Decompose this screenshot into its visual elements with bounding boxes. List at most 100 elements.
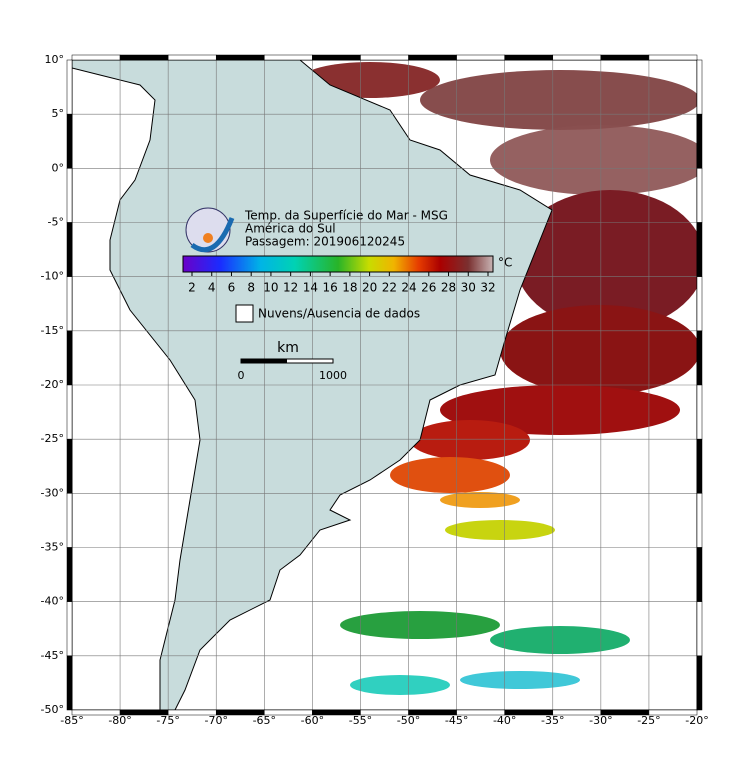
colorbar-tick-label: 12 (283, 281, 298, 295)
border-segment (167, 54, 217, 61)
colorbar-tick-label: 20 (362, 281, 377, 295)
border-segment (696, 601, 703, 657)
colorbar-gradient (182, 255, 494, 273)
border-segment (264, 54, 313, 61)
lat-tick-label: -15° (41, 324, 64, 337)
border-segment (66, 168, 73, 223)
lat-tick-label: -40° (41, 595, 64, 608)
lat-tick-label: -25° (41, 432, 64, 445)
colorbar: 2 4 6 8 10 12 14 16 18 20 22 24 26 28 30 32 (182, 255, 496, 295)
border-segment (696, 547, 703, 602)
border-segment (66, 276, 73, 332)
lat-tick-label: -45° (41, 649, 64, 662)
border-segment (360, 54, 409, 61)
lon-tick-label: -55° (349, 714, 372, 727)
border-segment (66, 113, 73, 169)
lat-tick-label: -5° (48, 216, 64, 229)
axis-labels: -85° -80° -75° -70° -65° -60° -55° -50° -45° -40°… (41, 53, 709, 727)
border-segment (696, 59, 703, 115)
colorbar-tick-label: 4 (208, 281, 216, 295)
graticule (72, 60, 697, 710)
colorbar-tick-label: 18 (342, 281, 357, 295)
border-segment (66, 655, 73, 711)
lon-tick-label: -65° (253, 714, 276, 727)
border-segment (696, 330, 703, 386)
colorbar-tick-label: 10 (263, 281, 278, 295)
lon-tick-label: -70° (204, 714, 227, 727)
cloud-swatch (235, 304, 254, 323)
border-segment (648, 54, 698, 61)
lon-tick-label: -85° (60, 714, 83, 727)
border-segment (696, 384, 703, 440)
colorbar-tick-label: 28 (441, 281, 456, 295)
lon-tick-label: -45° (445, 714, 468, 727)
border-segment (696, 655, 703, 711)
lon-tick-label: -20° (685, 714, 708, 727)
border-segment (504, 54, 554, 61)
border-segment (66, 601, 73, 657)
border-segment (696, 168, 703, 223)
lat-tick-label: -50° (41, 703, 64, 716)
scale-bar-fill (241, 359, 287, 363)
border-segment (696, 493, 703, 548)
lat-tick-label: -20° (41, 378, 64, 391)
logo-arrow (190, 217, 235, 253)
scale-end: 1000 (319, 369, 347, 382)
lon-tick-label: -75° (156, 714, 179, 727)
colorbar-tick-label: 2 (188, 281, 196, 295)
colorbar-tick-label: 22 (382, 281, 397, 295)
border-segment (312, 54, 361, 61)
scale-unit: km (277, 340, 299, 356)
colorbar-tick-label: 30 (461, 281, 476, 295)
colorbar-unit: °C (498, 256, 512, 270)
lon-tick-label: -40° (493, 714, 516, 727)
lat-tick-label: 0° (52, 161, 65, 174)
scale-start: 0 (238, 369, 245, 382)
border-segment (119, 54, 169, 61)
colorbar-tick-label: 26 (421, 281, 436, 295)
border-segment (66, 384, 73, 440)
border-segment (66, 438, 73, 494)
lon-tick-label: -50° (397, 714, 420, 727)
title-line: América do Sul (245, 222, 336, 236)
border-segment (408, 54, 457, 61)
frame-border (66, 54, 703, 716)
logo-dot (203, 233, 213, 243)
legend: Temp. da Superfície do Mar - MSG América… (182, 207, 512, 382)
border-segment (696, 113, 703, 169)
border-segment (600, 54, 650, 61)
colorbar-tick-label: 32 (480, 281, 495, 295)
border-segment (71, 54, 121, 61)
border-segment (456, 54, 505, 61)
colorbar-tick-label: 24 (401, 281, 416, 295)
title-line: Passagem: 201906120245 (245, 235, 405, 249)
border-segment (66, 547, 73, 602)
cloud-legend: Nuvens/Ausencia de dados (258, 307, 420, 321)
border-segment (696, 222, 703, 277)
lon-tick-label: -80° (108, 714, 131, 727)
title-line: Temp. da Superfície do Mar - MSG (244, 209, 448, 223)
border-segment (66, 493, 73, 548)
border-segment (66, 222, 73, 277)
sst-patches (300, 62, 697, 695)
border-segment (66, 330, 73, 386)
colorbar-tick-label: 6 (228, 281, 236, 295)
lat-tick-label: -30° (41, 486, 64, 499)
lon-tick-label: -25° (637, 714, 660, 727)
border-segment (696, 276, 703, 332)
border-segment (66, 59, 73, 115)
lat-tick-label: -35° (41, 541, 64, 554)
border-segment (648, 709, 698, 716)
colorbar-tick-label: 8 (247, 281, 255, 295)
map-area (72, 60, 697, 710)
lon-tick-label: -35° (541, 714, 564, 727)
border-segment (215, 54, 265, 61)
colorbar-tick-label: 16 (322, 281, 337, 295)
lat-tick-label: 5° (52, 107, 65, 120)
lat-tick-label: -10° (41, 270, 64, 283)
lon-tick-label: -30° (589, 714, 612, 727)
border-segment (696, 438, 703, 494)
lat-tick-label: 10° (45, 53, 65, 66)
lon-tick-label: -60° (301, 714, 324, 727)
